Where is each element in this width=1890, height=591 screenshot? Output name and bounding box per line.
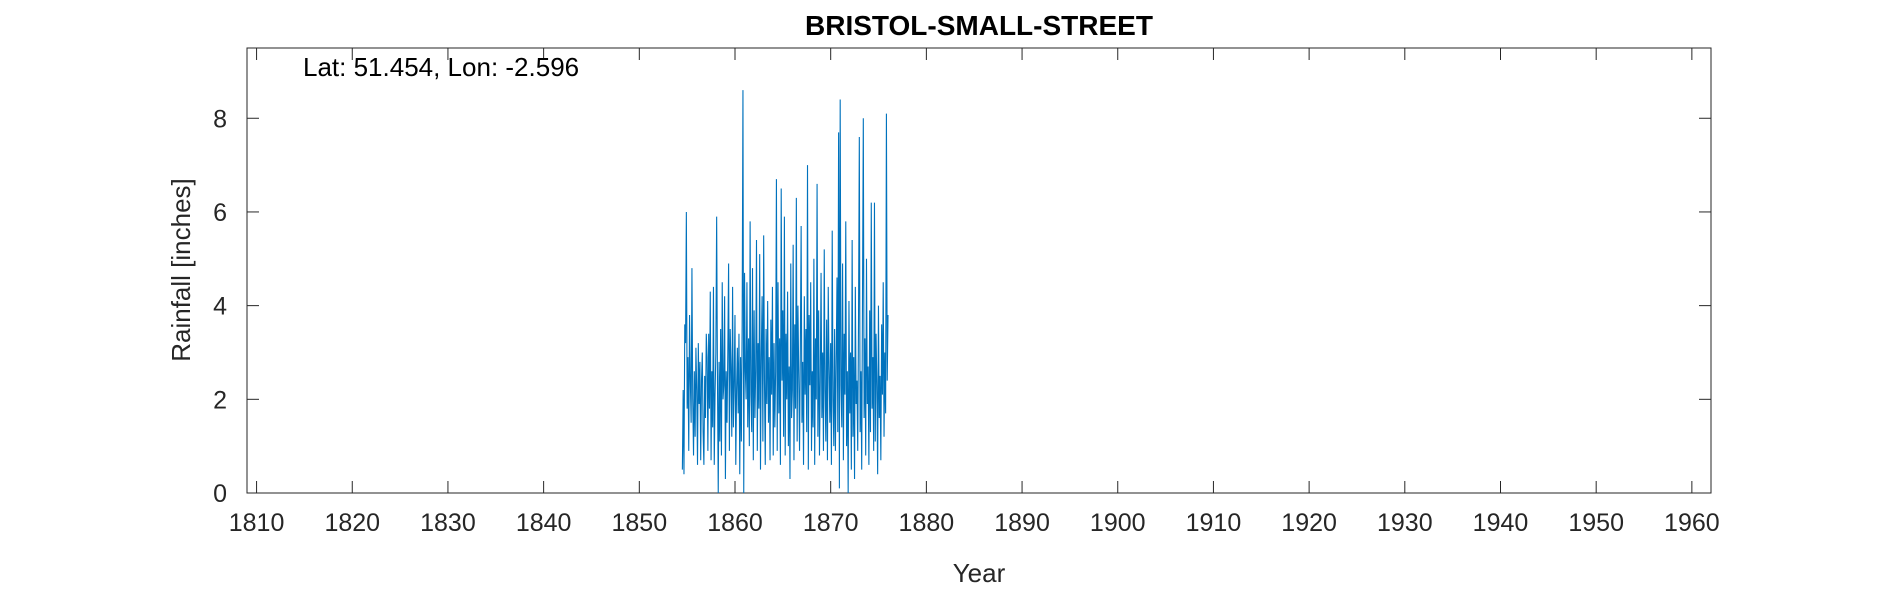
y-axis-label: Rainfall [inches] xyxy=(166,178,196,362)
plot-area xyxy=(246,47,1712,494)
y-tick-label: 6 xyxy=(213,199,227,227)
x-tick-label: 1920 xyxy=(1281,509,1337,537)
y-tick-label: 4 xyxy=(213,293,227,321)
location-annotation: Lat: 51.454, Lon: -2.596 xyxy=(303,52,579,82)
x-tick-label: 1950 xyxy=(1568,509,1624,537)
x-tick-label: 1850 xyxy=(612,509,668,537)
x-tick-label: 1870 xyxy=(803,509,859,537)
rainfall-series-line xyxy=(681,90,889,494)
x-tick-label: 1880 xyxy=(899,509,955,537)
x-axis-ticks: 1810 1820 1830 1840 1850 1860 1870 1880 1890 1900… xyxy=(229,48,1720,537)
x-tick-label: 1890 xyxy=(994,509,1050,537)
y-tick-label: 2 xyxy=(213,386,227,414)
x-tick-label: 1900 xyxy=(1090,509,1146,537)
x-tick-label: 1940 xyxy=(1473,509,1529,537)
x-tick-label: 1910 xyxy=(1186,509,1242,537)
y-axis-ticks: 0 2 4 6 8 xyxy=(213,105,1711,508)
x-tick-label: 1960 xyxy=(1664,509,1720,537)
y-tick-label: 8 xyxy=(213,105,227,133)
x-tick-label: 1820 xyxy=(324,509,380,537)
y-tick-label: 0 xyxy=(213,480,227,508)
x-tick-label: 1860 xyxy=(707,509,763,537)
x-tick-label: 1840 xyxy=(516,509,572,537)
x-tick-label: 1930 xyxy=(1377,509,1433,537)
x-tick-label: 1810 xyxy=(229,509,285,537)
chart-title: BRISTOL-SMALL-STREET xyxy=(805,10,1153,41)
x-axis-label: Year xyxy=(953,558,1006,588)
x-tick-label: 1830 xyxy=(420,509,476,537)
